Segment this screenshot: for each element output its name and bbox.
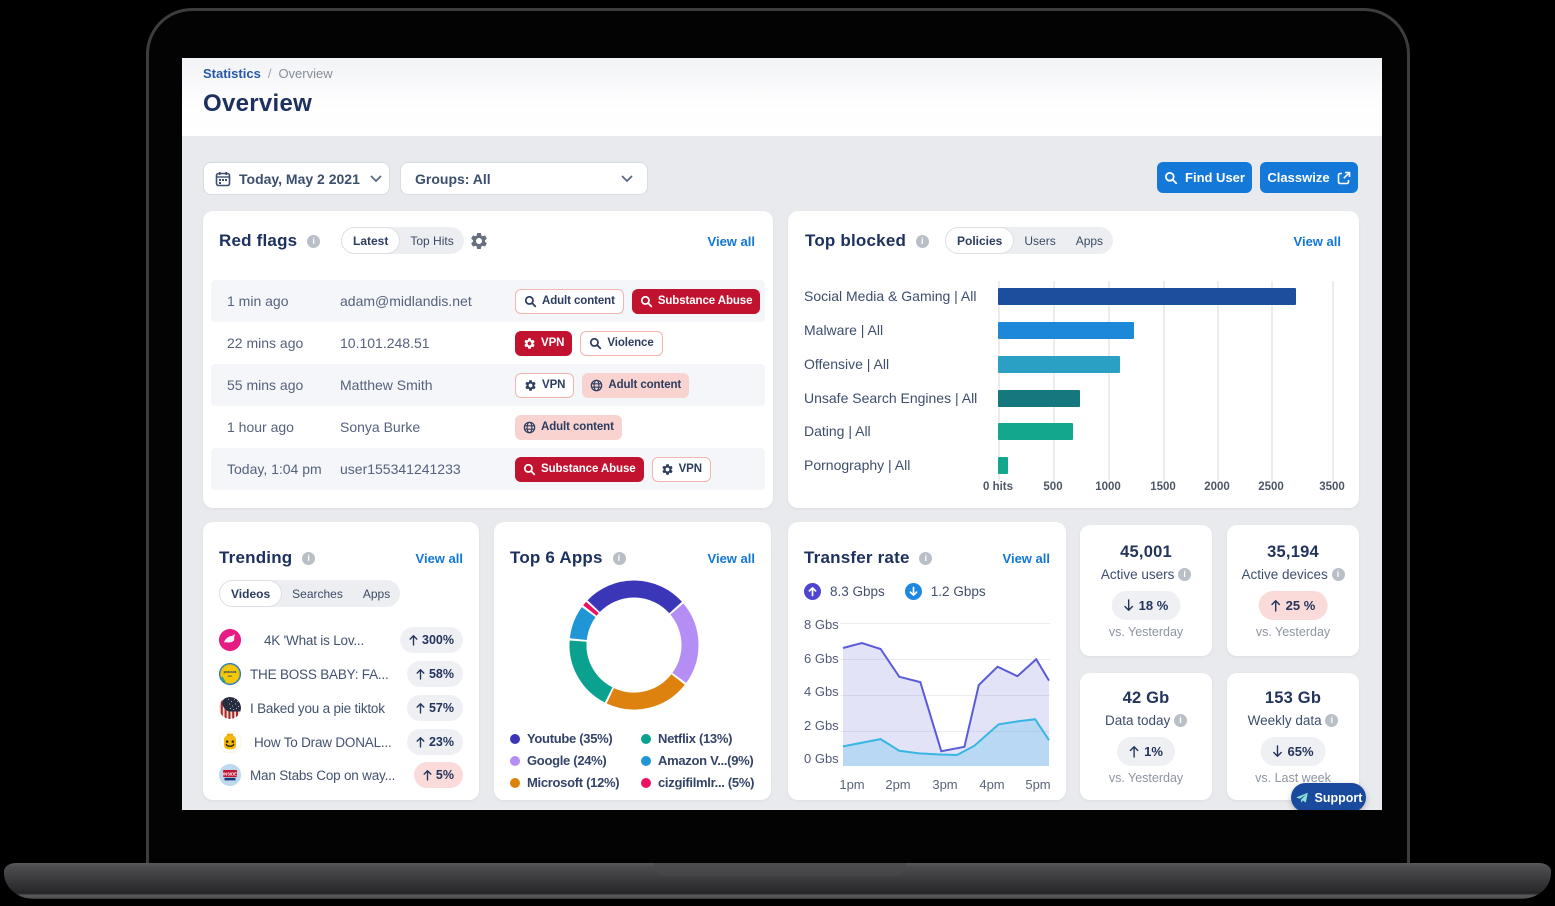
svg-text:INSIDE: INSIDE bbox=[223, 771, 237, 776]
svg-text:peacock: peacock bbox=[224, 670, 237, 674]
svg-text:kids: kids bbox=[228, 674, 233, 678]
